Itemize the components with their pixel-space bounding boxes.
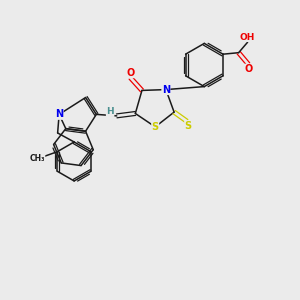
Text: OH: OH	[240, 33, 255, 42]
Text: N: N	[162, 85, 170, 94]
Text: S: S	[152, 122, 159, 132]
Text: O: O	[244, 64, 252, 74]
Text: H: H	[106, 107, 114, 116]
Text: N: N	[55, 110, 63, 119]
Text: S: S	[184, 121, 192, 131]
Text: CH₃: CH₃	[29, 154, 45, 163]
Text: O: O	[126, 68, 135, 78]
